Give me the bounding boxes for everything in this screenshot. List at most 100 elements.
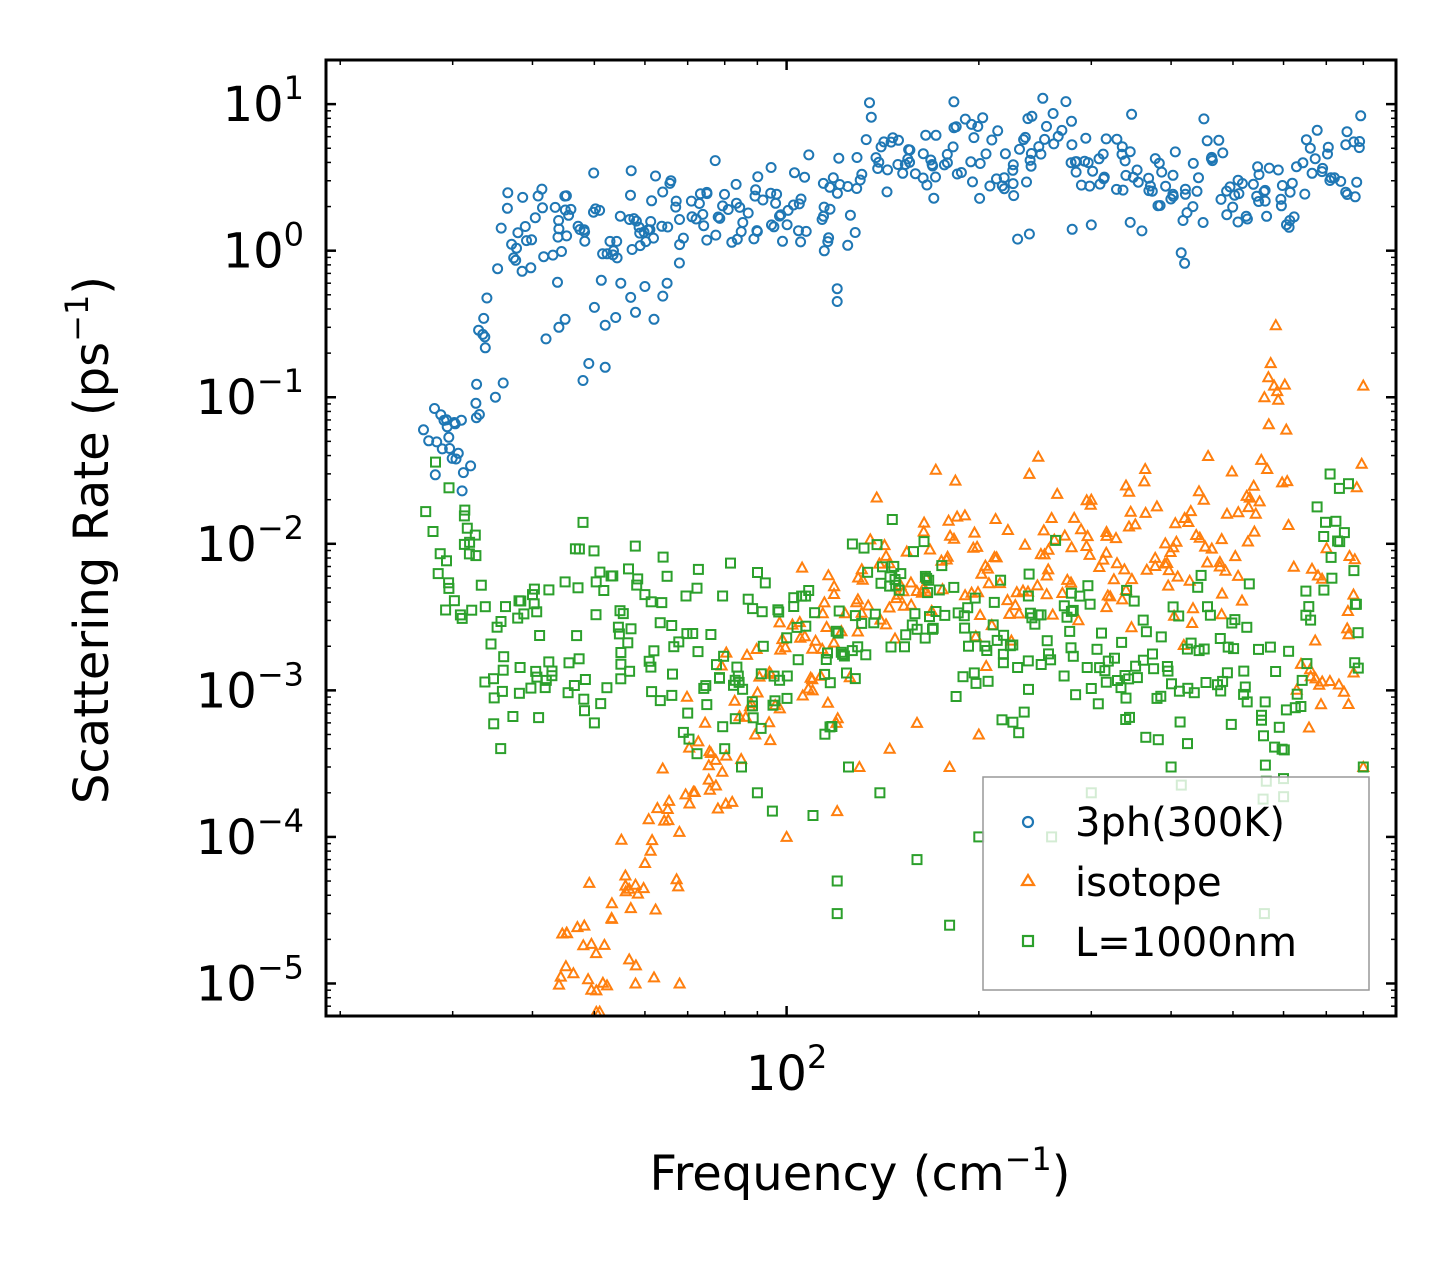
triangle-point (863, 532, 877, 545)
circle-point (781, 219, 793, 231)
circle-point (473, 324, 485, 336)
square-point (820, 654, 832, 665)
circle-point (793, 198, 805, 210)
square-point (479, 601, 491, 613)
square-point (692, 646, 704, 658)
square-point (648, 645, 660, 657)
triangle-point (1193, 530, 1207, 543)
circle-point (590, 203, 601, 215)
square-point (874, 787, 886, 799)
triangle-point (1252, 494, 1267, 507)
triangle-point (817, 595, 832, 608)
square-point (875, 577, 887, 589)
triangle-point (682, 796, 697, 809)
circle-point (1117, 184, 1129, 196)
triangle-point (779, 829, 794, 842)
circle-point (1007, 178, 1019, 190)
circle-point (1087, 165, 1099, 177)
square-point (922, 587, 934, 599)
square-point (470, 550, 482, 562)
triangle-point (628, 976, 643, 989)
square-point (1022, 590, 1034, 602)
square-point (500, 601, 511, 613)
square-point (691, 748, 703, 760)
triangle-point (763, 733, 777, 746)
triangle-point (1346, 587, 1361, 600)
square-point (466, 604, 478, 616)
triangle-point (1305, 561, 1319, 574)
circle-point (1131, 164, 1143, 176)
square-point (588, 545, 600, 557)
x-axis-label-end: ) (1052, 1146, 1071, 1202)
square-point (617, 608, 629, 620)
square-point (459, 504, 471, 516)
circle-point (670, 201, 682, 213)
triangle-point (638, 855, 652, 868)
square-point (1241, 621, 1253, 633)
square-point (1214, 633, 1226, 644)
triangle-point (1261, 370, 1276, 383)
triangle-point (827, 586, 841, 599)
circle-point (455, 414, 467, 426)
triangle-point (1044, 510, 1059, 523)
square-point (719, 743, 731, 755)
circle-point (851, 152, 863, 163)
square-point (624, 665, 636, 677)
square-point (1140, 626, 1152, 638)
square-point (1007, 716, 1019, 728)
triangle-point (555, 926, 569, 939)
triangle-point (883, 741, 897, 754)
triangle-point (1031, 449, 1045, 462)
circle-point (1023, 228, 1035, 240)
circle-point (822, 236, 834, 248)
square-point (645, 661, 657, 673)
triangle-point (1171, 569, 1185, 582)
circle-point (444, 443, 456, 454)
circle-point (1082, 157, 1094, 169)
triangle-point (1257, 390, 1272, 403)
triangle-point (1168, 516, 1182, 529)
triangle-point (827, 635, 841, 648)
circle-point (1217, 147, 1229, 159)
circle-point (529, 212, 541, 224)
circle-point (1299, 188, 1311, 200)
circle-point (1236, 178, 1248, 189)
triangle-point (805, 641, 819, 654)
square-point (1173, 610, 1185, 622)
circle-point (833, 152, 845, 164)
square-point (677, 726, 689, 738)
square-point (1137, 654, 1149, 666)
triangle-point (680, 689, 694, 702)
triangle-point (1092, 559, 1106, 572)
y-tick-label: 10−5 (196, 948, 304, 1012)
x-axis-label-text: Frequency (cm (649, 1146, 1004, 1202)
circle-point (930, 129, 942, 141)
triangle-point (861, 598, 875, 611)
circle-point (824, 181, 836, 193)
circle-point (742, 207, 754, 219)
triangle-point (678, 787, 693, 800)
square-point (742, 593, 754, 605)
square-point (515, 595, 527, 607)
triangle-point (1281, 517, 1296, 530)
circle-point (948, 96, 960, 108)
square-point (514, 662, 526, 673)
circle-point (1154, 200, 1166, 211)
circle-point (1351, 176, 1363, 188)
circle-point (1156, 166, 1168, 178)
triangle-point (1332, 677, 1346, 690)
square-point (1295, 701, 1307, 712)
legend-label-3ph: 3ph(300K) (1075, 800, 1285, 846)
square-point (1311, 501, 1323, 513)
square-point (607, 570, 619, 582)
square-point (666, 689, 678, 701)
circle-point (1060, 96, 1072, 108)
square-point (968, 667, 980, 679)
square-point (1238, 665, 1250, 677)
square-point (569, 543, 581, 555)
square-point (1147, 648, 1158, 660)
square-point (1258, 730, 1269, 742)
triangle-point (973, 607, 987, 620)
square-point (646, 686, 658, 698)
triangle-point (778, 640, 792, 653)
